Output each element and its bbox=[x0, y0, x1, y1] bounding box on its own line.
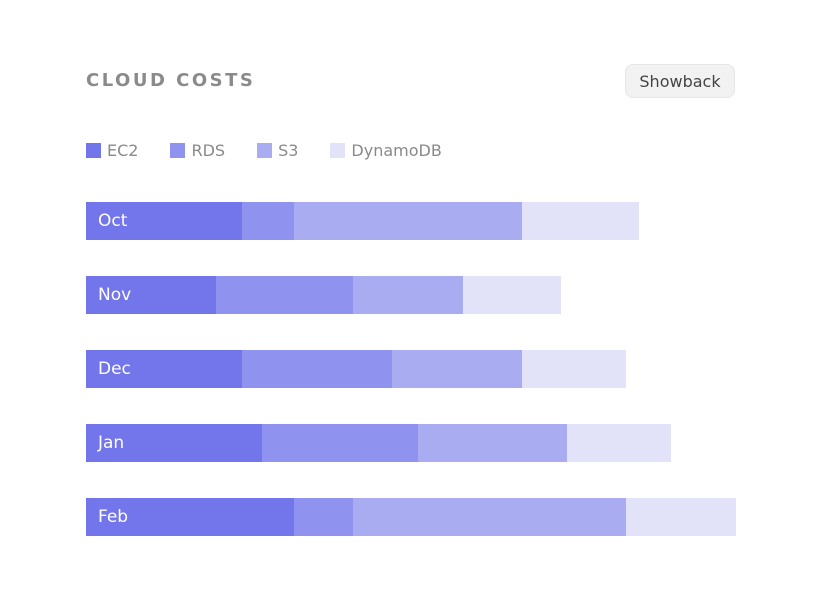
bar-segment-dynamodb bbox=[567, 424, 671, 462]
bar-row-oct: Oct bbox=[86, 202, 639, 240]
bar-segment-rds bbox=[261, 424, 418, 462]
category-label: Nov bbox=[98, 285, 132, 305]
bar-row-nov: Nov bbox=[86, 276, 561, 314]
showback-button[interactable]: Showback bbox=[625, 64, 735, 98]
bar-segment-dynamodb bbox=[625, 498, 736, 536]
bar-segment-dynamodb bbox=[463, 276, 561, 314]
bar-segment-dynamodb bbox=[521, 202, 639, 240]
legend-swatch bbox=[170, 143, 186, 158]
category-label: Oct bbox=[98, 211, 128, 231]
legend-label: EC2 bbox=[107, 141, 139, 160]
legend-label: DynamoDB bbox=[351, 141, 442, 160]
bar-segment-s3 bbox=[352, 276, 463, 314]
legend-swatch bbox=[330, 143, 346, 158]
bar-segment-rds bbox=[216, 276, 353, 314]
category-label: Dec bbox=[98, 359, 131, 379]
bar-segment-ec2 bbox=[86, 424, 262, 462]
category-label: Jan bbox=[98, 433, 125, 453]
category-label: Feb bbox=[98, 507, 129, 527]
legend-item-rds: RDS bbox=[170, 141, 225, 160]
bar-segment-ec2 bbox=[86, 350, 242, 388]
bar-segment-rds bbox=[294, 498, 353, 536]
bar-segment-ec2 bbox=[86, 498, 294, 536]
bar-segment-dynamodb bbox=[521, 350, 626, 388]
bar-segment-s3 bbox=[391, 350, 522, 388]
bar-row-jan: Jan bbox=[86, 424, 671, 462]
bar-row-dec: Dec bbox=[86, 350, 626, 388]
bar-segment-rds bbox=[242, 202, 294, 240]
chart-title: CLOUD COSTS bbox=[86, 70, 256, 91]
legend-item-dynamodb: DynamoDB bbox=[330, 141, 442, 160]
legend-label: S3 bbox=[278, 141, 299, 160]
bar-segment-s3 bbox=[417, 424, 567, 462]
bar-segment-s3 bbox=[294, 202, 522, 240]
legend: EC2 RDS S3 DynamoDB bbox=[86, 141, 474, 160]
legend-swatch bbox=[257, 143, 273, 158]
legend-swatch bbox=[86, 143, 101, 158]
legend-item-s3: S3 bbox=[257, 141, 298, 160]
bar-segment-ec2 bbox=[86, 202, 242, 240]
legend-label: RDS bbox=[191, 141, 226, 160]
bar-segment-s3 bbox=[352, 498, 626, 536]
legend-item-ec2: EC2 bbox=[86, 141, 138, 160]
bar-segment-rds bbox=[242, 350, 392, 388]
bar-row-feb: Feb bbox=[86, 498, 736, 536]
bar-segment-ec2 bbox=[86, 276, 216, 314]
